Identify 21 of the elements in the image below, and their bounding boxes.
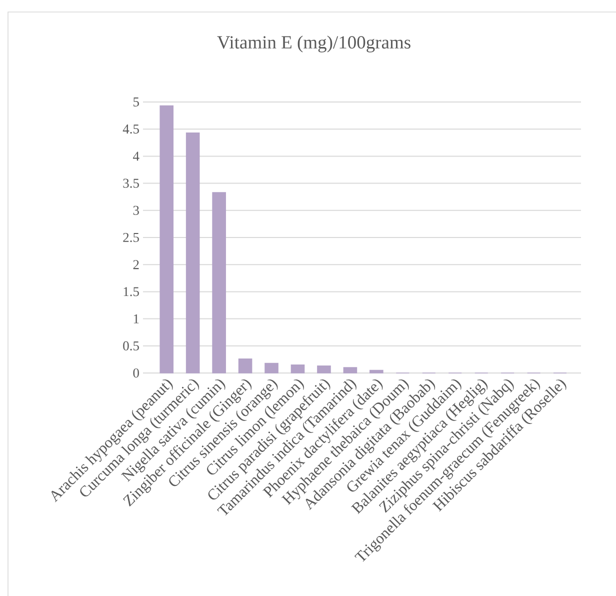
y-tick-label: 0.5	[123, 341, 139, 350]
bar	[264, 362, 278, 374]
bar	[238, 358, 252, 374]
y-tick-label: 5	[134, 98, 139, 106]
bar	[186, 132, 200, 374]
y-tick-label: 2	[133, 260, 139, 270]
bar	[370, 370, 384, 374]
y-tick-label: 4	[132, 152, 140, 161]
y-tick-label: 2.5	[123, 232, 139, 242]
bar	[212, 192, 226, 374]
bar	[343, 367, 358, 374]
y-tick-label: 1	[134, 314, 139, 324]
bar	[160, 105, 174, 374]
y-tick-label: 4.5	[122, 124, 139, 134]
y-tick-label: 3.5	[123, 178, 139, 188]
bar	[290, 364, 305, 374]
y-tick-label: 0	[133, 368, 139, 378]
chart-title: Vitamin E (mg)/100grams	[217, 36, 410, 52]
bar	[317, 366, 331, 374]
y-tick-label: 1.5	[124, 287, 139, 296]
y-tick-label: 3	[133, 206, 139, 215]
